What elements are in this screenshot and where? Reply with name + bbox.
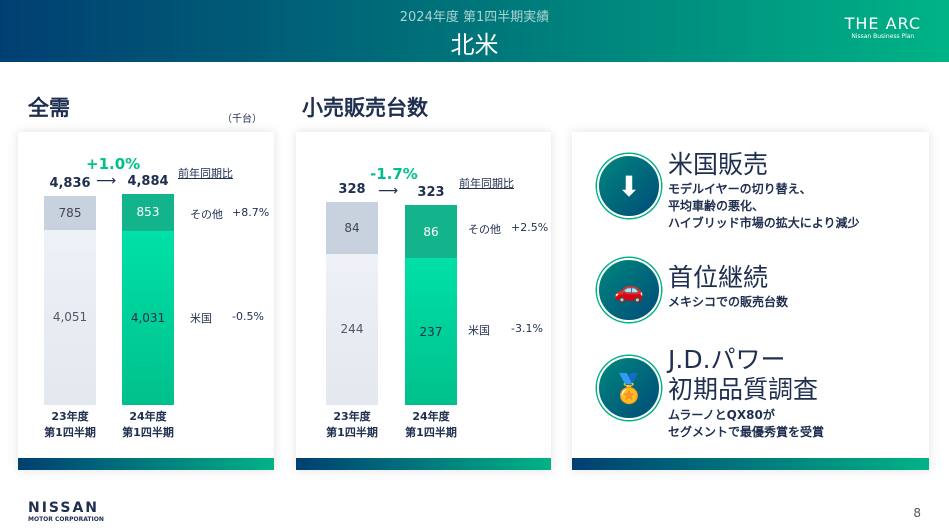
category-label: 24年度 第1四半期 xyxy=(405,410,457,439)
nissan-logo: NISSAN MOTOR CORPORATION xyxy=(28,500,104,523)
category-label: 23年度 第1四半期 xyxy=(44,410,96,439)
yoy-other: +2.5% xyxy=(511,220,549,234)
bar-other: 785 xyxy=(44,196,96,230)
header-subtitle: 2024年度 第1四半期実績 xyxy=(399,10,550,25)
page-number: 8 xyxy=(913,506,921,520)
bar-us: 244 xyxy=(326,253,378,405)
header-banner: 2024年度 第1四半期実績 北米 THE ARC Nissan Busines… xyxy=(0,0,949,62)
highlight-title: J.D.パワー 初期品質調査 xyxy=(668,345,819,404)
legend-other: その他 xyxy=(468,222,501,236)
legend-us: 米国 xyxy=(190,312,212,326)
unit-label: （千台） xyxy=(222,114,262,125)
bar-us: 237 xyxy=(405,258,457,405)
bar-other: 853 xyxy=(122,193,174,231)
highlight-text: ムラーノとQX80が セグメントで最優秀賞を受賞 xyxy=(668,408,825,439)
down-arrow-icon: ⬇ xyxy=(597,154,661,218)
award-icon: 🏅 xyxy=(597,356,661,420)
bar-total: 328 xyxy=(338,182,366,197)
change-label: +1.0% xyxy=(86,155,141,173)
arrow-icon: ⟶ xyxy=(378,183,399,199)
yoy-header: 前年同期比 xyxy=(178,167,233,180)
highlight-text: メキシコでの販売台数 xyxy=(668,295,789,309)
the-arc-logo: THE ARC Nissan Business Plan xyxy=(844,14,921,40)
yoy-us: -3.1% xyxy=(511,322,543,336)
bar-us: 4,051 xyxy=(44,229,96,405)
highlight-title: 米国販売 xyxy=(668,150,769,179)
yoy-us: -0.5% xyxy=(232,310,264,324)
legend-other: その他 xyxy=(190,207,223,221)
yoy-other: +8.7% xyxy=(232,205,270,219)
cars-icon: 🚗 xyxy=(597,258,661,322)
bar-us: 4,031 xyxy=(122,230,174,405)
section-title-retail-sales: 小売販売台数 xyxy=(302,96,428,120)
yoy-header: 前年同期比 xyxy=(459,177,514,190)
highlight-title: 首位継続 xyxy=(668,263,769,292)
bar-other: 86 xyxy=(405,205,457,259)
legend-us: 米国 xyxy=(468,324,490,338)
category-label: 24年度 第1四半期 xyxy=(122,410,174,439)
bar-total: 4,836 xyxy=(49,176,91,191)
highlight-text: モデルイヤーの切り替え、 平均車齢の悪化、 ハイブリッド市場の拡大により減少 xyxy=(668,182,860,230)
category-label: 23年度 第1四半期 xyxy=(326,410,378,439)
bar-total: 323 xyxy=(417,185,445,201)
bar-other: 84 xyxy=(326,202,378,254)
page-title: 北米 xyxy=(450,31,499,59)
change-label: -1.7% xyxy=(370,165,418,183)
bar-total: 4,884 xyxy=(127,173,169,189)
section-title-total-demand: 全需 xyxy=(28,96,70,120)
arrow-icon: ⟶ xyxy=(96,173,117,189)
